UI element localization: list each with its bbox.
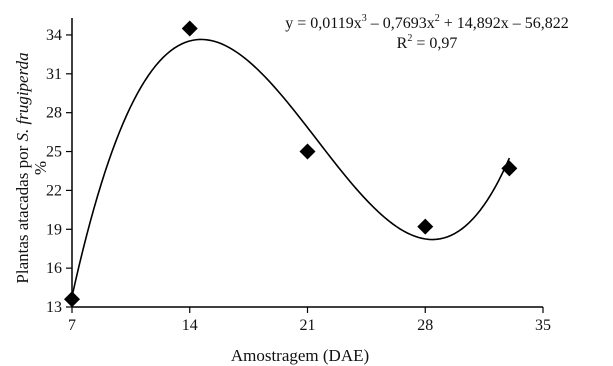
data-point	[64, 291, 80, 308]
data-point	[299, 143, 316, 160]
data-point	[417, 218, 434, 235]
y-axis-title-unit: %	[31, 161, 50, 175]
data-point	[501, 160, 518, 177]
trend-curve	[71, 38, 511, 297]
axes: 13 16 19 22 25 28 31 34 7 14 21 28 35	[46, 18, 551, 334]
data-point	[181, 20, 198, 37]
regression-equation: y = 0,0119x3 – 0,7693x2 + 14,892x – 56,8…	[285, 13, 568, 32]
y-tick-label: 31	[46, 66, 62, 83]
fit-curve	[71, 38, 511, 297]
y-tick-label: 19	[46, 221, 62, 238]
y-tick-label: 16	[46, 260, 62, 277]
equation-block: y = 0,0119x3 – 0,7693x2 + 14,892x – 56,8…	[285, 13, 568, 52]
x-tick-label: 35	[535, 317, 551, 334]
y-tick-label: 25	[46, 144, 62, 161]
r-squared: R2 = 0,97	[397, 33, 458, 52]
y-axis-title-species: S. frugiperda	[13, 52, 32, 141]
x-tick-label: 14	[182, 317, 198, 334]
x-tick-label: 7	[68, 317, 76, 334]
svg-text:Plantas atacadas por S. frugip: Plantas atacadas por S. frugiperda	[13, 52, 32, 283]
x-tick-label: 28	[417, 317, 433, 334]
y-axis-title: Plantas atacadas por S. frugiperda %	[13, 52, 50, 283]
y-axis-title-main: Plantas atacadas por	[13, 142, 32, 284]
x-axis-title: Amostragem (DAE)	[231, 346, 369, 365]
y-tick-label: 28	[46, 105, 62, 122]
y-tick-label: 22	[46, 182, 62, 199]
y-tick-label: 34	[46, 27, 62, 44]
data-points	[64, 20, 518, 308]
y-tick-label: 13	[46, 299, 62, 316]
x-tick-label: 21	[300, 317, 316, 334]
